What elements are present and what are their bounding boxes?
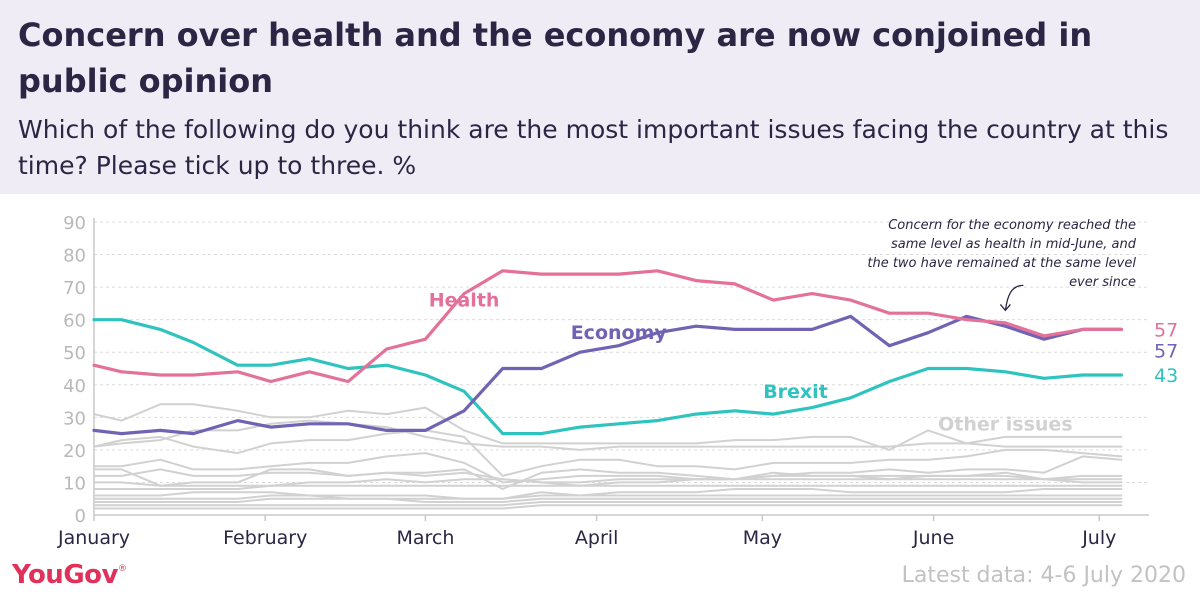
economy-series-label: Economy (571, 322, 668, 344)
brexit-line (92, 318, 1124, 436)
y-tick-label: 20 (63, 441, 86, 462)
economy-end-value: 57 (1154, 340, 1178, 362)
y-tick-label: 60 (63, 311, 86, 332)
yougov-logo: YouGov® (12, 560, 127, 590)
y-tick-label: 30 (63, 408, 86, 429)
other-issue-line (93, 504, 1123, 510)
other-issue-line (93, 419, 1123, 451)
annotation-line: ever since (1069, 275, 1136, 290)
x-tick-label: January (57, 527, 130, 549)
other-issue-line (93, 501, 1123, 507)
annotation-line: Concern for the economy reached the (888, 218, 1136, 233)
y-tick-label: 0 (75, 506, 86, 527)
latest-data-note: Latest data: 4-6 July 2020 (901, 563, 1186, 588)
other-issue-line (93, 481, 1123, 487)
y-tick-label: 10 (63, 473, 86, 494)
economy-line (92, 314, 1124, 436)
annotation-line: the two have remained at the same level (867, 256, 1136, 271)
brexit-series-label: Brexit (763, 381, 828, 403)
x-tick-label: May (743, 527, 782, 549)
x-tick-label: March (396, 527, 454, 549)
x-tick-label: June (912, 527, 954, 549)
health-line (92, 269, 1124, 384)
brand-text: YouGov (12, 560, 118, 590)
header-band: Concern over health and the economy are … (0, 0, 1200, 194)
brexit-end-value: 43 (1154, 365, 1178, 387)
y-tick-label: 70 (63, 278, 86, 299)
other-series-label: Other issues (938, 413, 1072, 435)
other-issue-line (93, 497, 1123, 503)
other-issue-line (93, 468, 1123, 484)
other-issue-line (93, 403, 1123, 451)
health-end-value: 57 (1154, 319, 1178, 341)
health-series-label: Health (429, 290, 500, 312)
other-issue-line (93, 429, 1123, 477)
y-tick-label: 90 (63, 213, 86, 234)
other-issue-line (93, 494, 1123, 500)
y-tick-label: 80 (63, 246, 86, 267)
chart-title: Concern over health and the economy are … (18, 16, 1093, 100)
chart-subtitle: Which of the following do you think are … (18, 115, 1169, 180)
other-issue-line (93, 471, 1123, 490)
annotation-arrow (1004, 284, 1024, 311)
annotation-line: same level as health in mid-June, and (891, 237, 1137, 252)
other-issue-line (93, 488, 1123, 500)
y-tick-label: 40 (63, 376, 86, 397)
annotation-arrowhead (999, 303, 1011, 312)
x-tick-label: April (575, 527, 618, 549)
other-issue-line (93, 455, 1123, 490)
y-tick-label: 50 (63, 343, 86, 364)
x-tick-label: July (1081, 527, 1116, 549)
x-tick-label: February (223, 527, 307, 549)
